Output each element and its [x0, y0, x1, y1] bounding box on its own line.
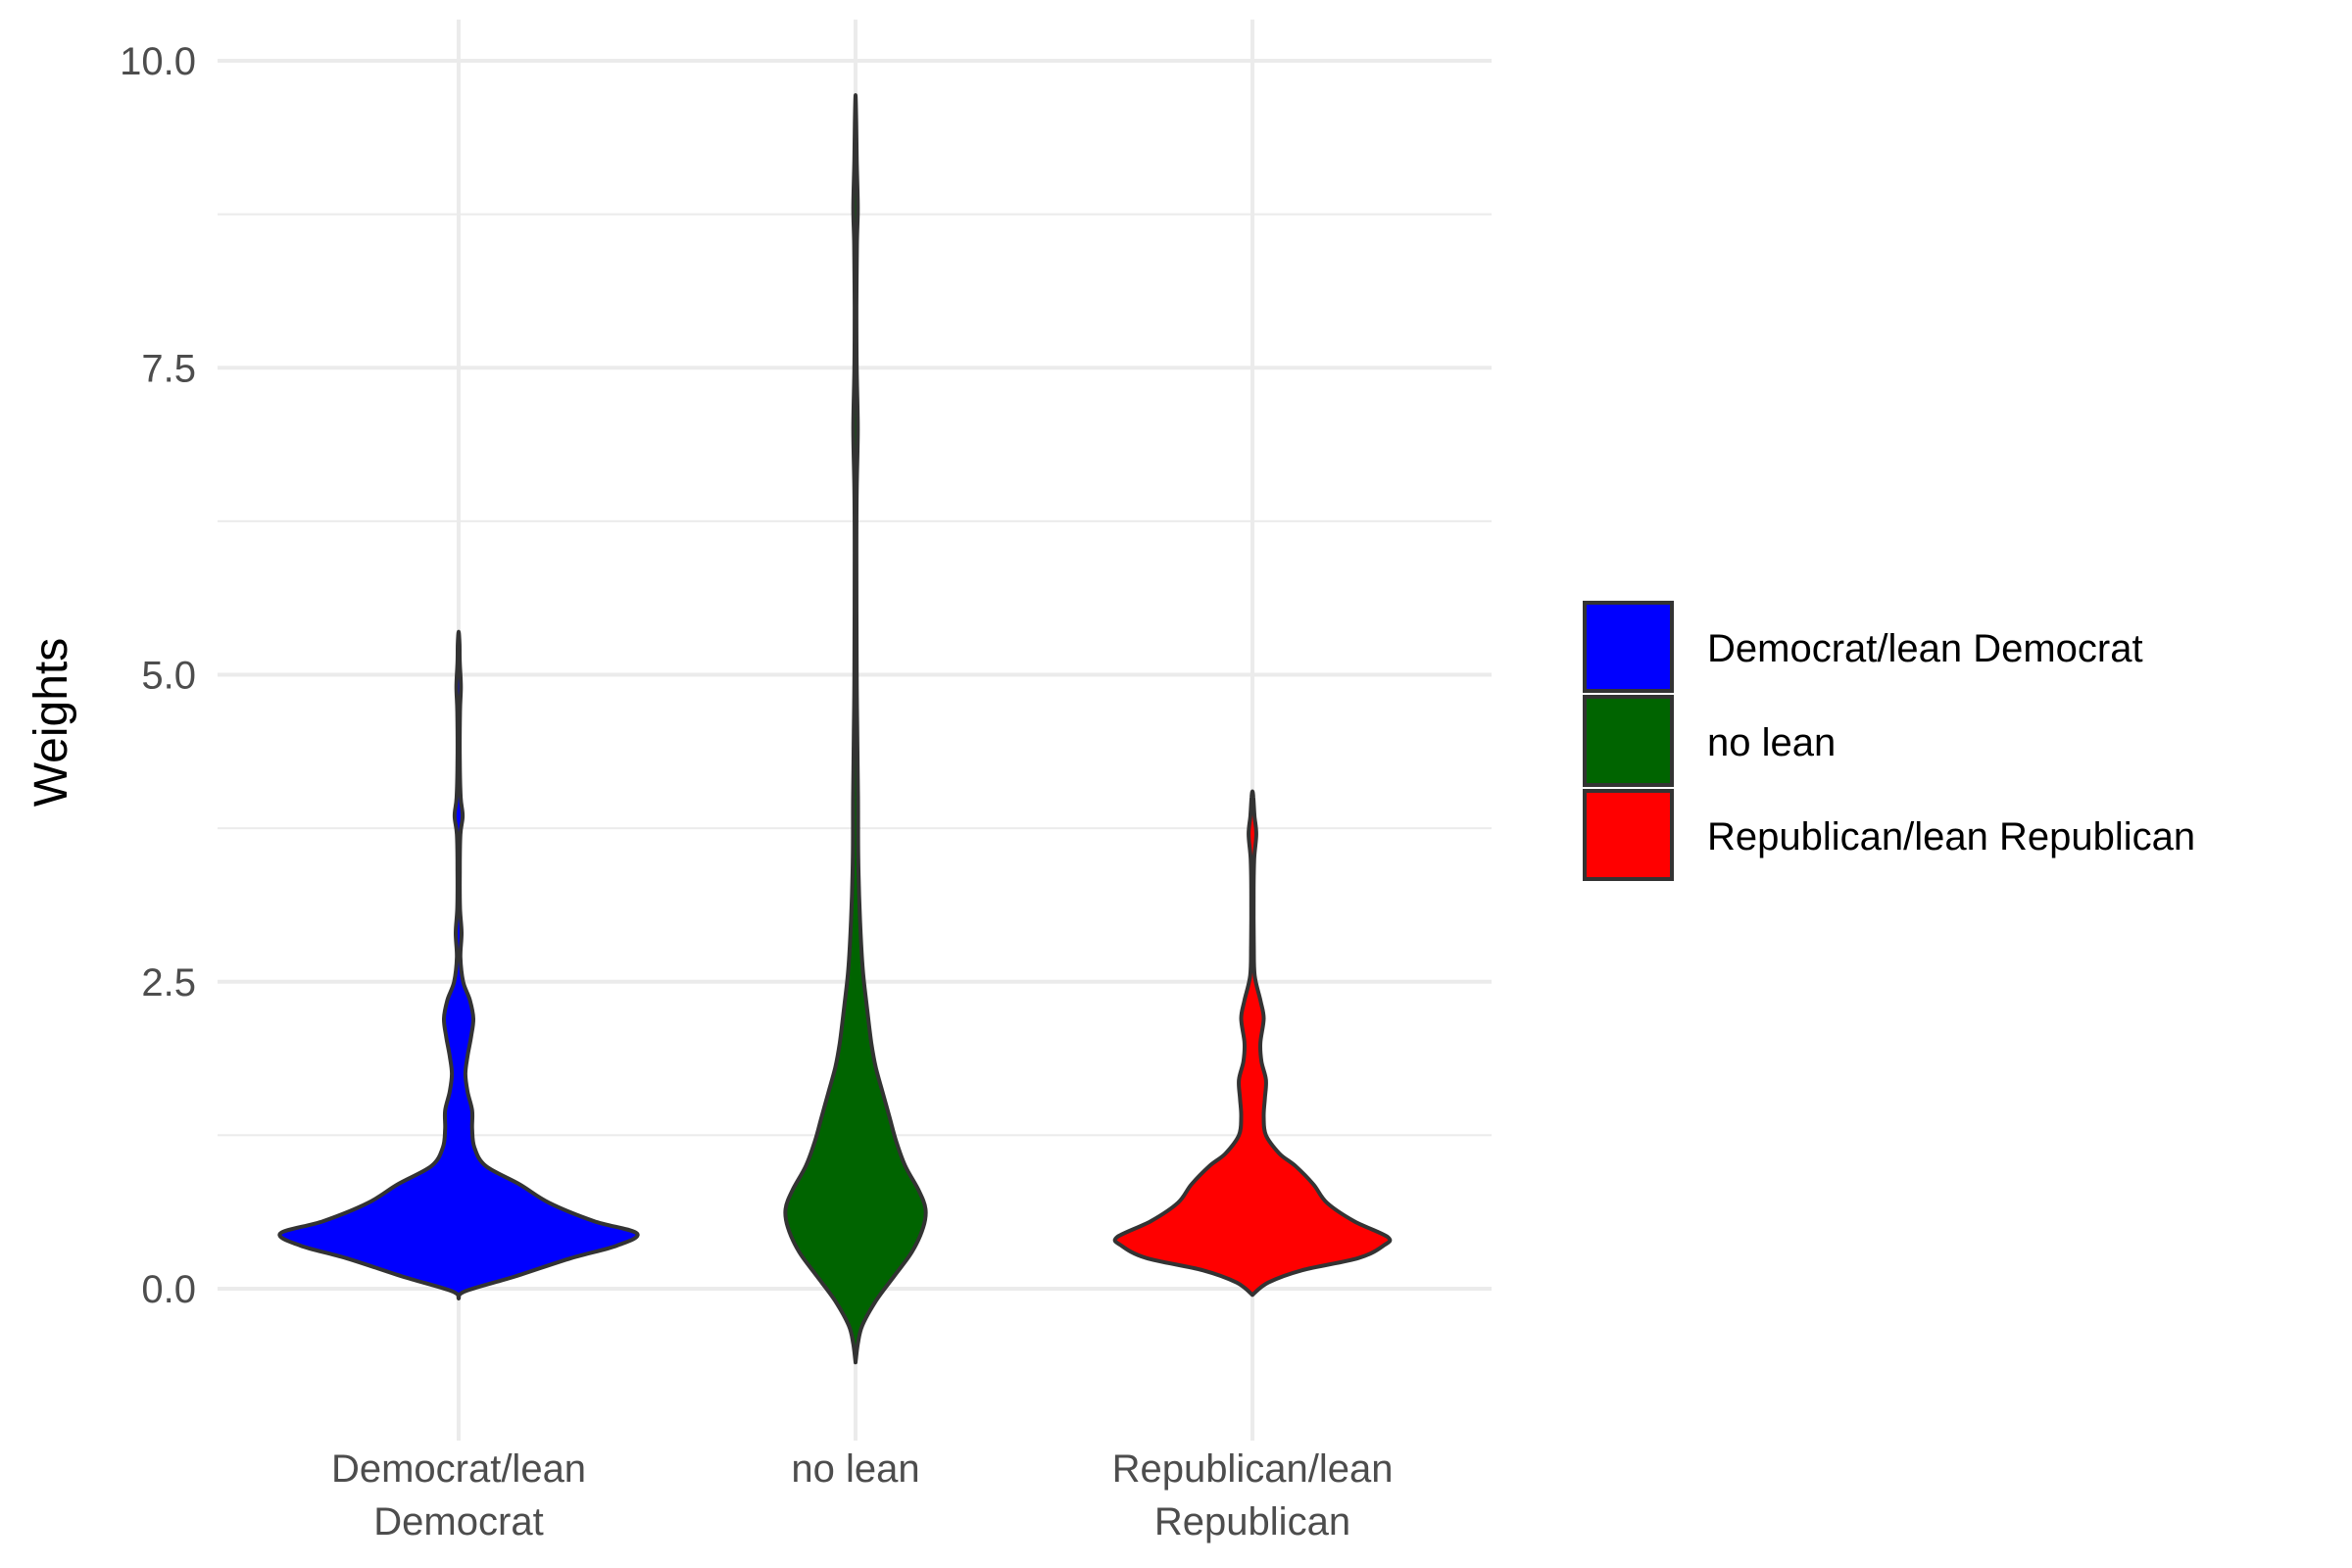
y-tick-label: 10.0	[120, 40, 196, 83]
violins	[277, 93, 1393, 1365]
violin-no-lean	[783, 93, 928, 1365]
x-tick-label: Republican	[1154, 1500, 1350, 1544]
y-tick-label: 0.0	[141, 1268, 196, 1311]
y-tick-label: 5.0	[141, 655, 196, 698]
legend-label: no lean	[1707, 721, 1836, 764]
x-tick-labels: Democrat/lean Democrat no lean Republican/l…	[331, 1447, 1394, 1544]
legend-label: Democrat/lean Democrat	[1707, 627, 2143, 670]
x-tick-label: Democrat/lean	[331, 1447, 586, 1491]
y-tick-label: 7.5	[141, 347, 196, 390]
y-tick-labels: 0.0 2.5 5.0 7.5 10.0	[120, 40, 196, 1311]
legend-key	[1583, 695, 1674, 787]
violin-democrat-lean-democrat	[277, 629, 640, 1300]
x-tick-label: no lean	[791, 1447, 919, 1491]
legend: Democrat/lean Democrat no lean Republican/…	[1583, 601, 2195, 881]
x-tick-label: Republican/lean	[1112, 1447, 1394, 1491]
legend-key	[1583, 789, 1674, 881]
y-tick-label: 2.5	[141, 961, 196, 1004]
violin-republican-lean-republican	[1112, 789, 1393, 1298]
legend-label: Republican/lean Republican	[1707, 815, 2195, 858]
y-axis-title: Weights	[25, 638, 77, 808]
x-tick-label: Democrat	[373, 1500, 543, 1544]
legend-key	[1583, 601, 1674, 693]
